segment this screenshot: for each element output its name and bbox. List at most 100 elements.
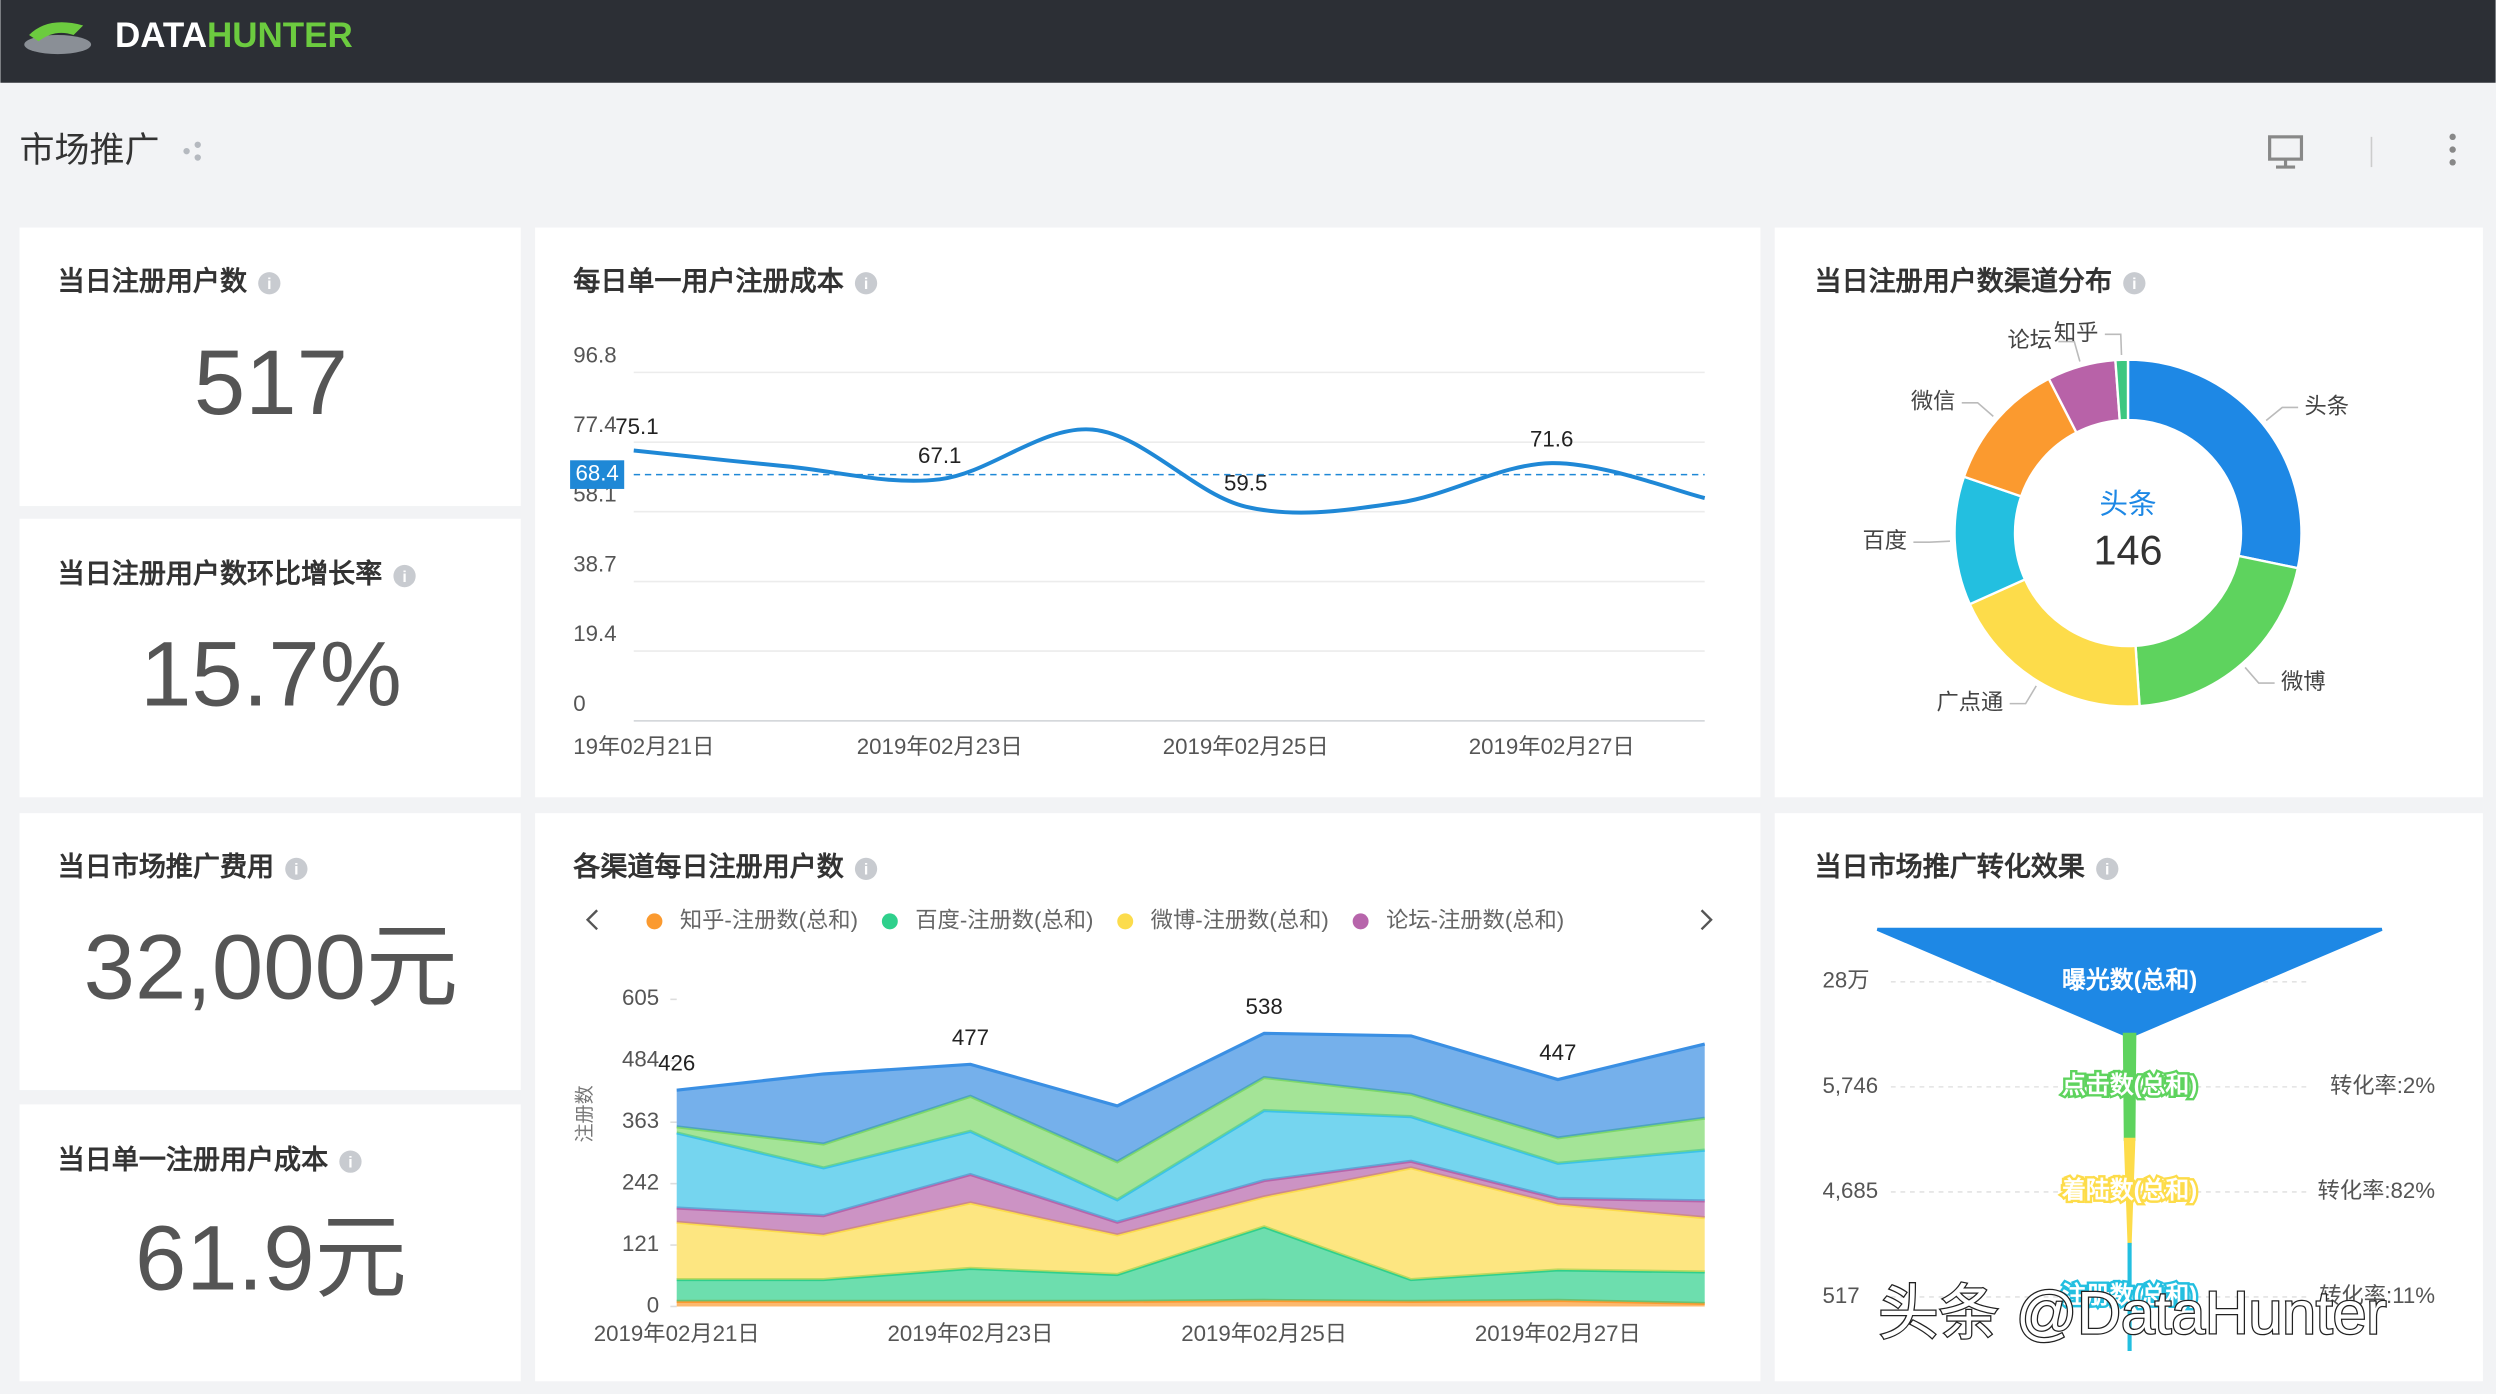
info-icon bbox=[854, 857, 878, 881]
stage-label: 点击数(总和) bbox=[2062, 1071, 2197, 1099]
legend-label: 知乎-注册数(总和) bbox=[680, 907, 858, 932]
info-icon bbox=[854, 272, 878, 295]
slice-label: 广点通 bbox=[1937, 690, 2004, 715]
brand-suffix: HUNTER bbox=[207, 16, 353, 55]
info-icon bbox=[2096, 857, 2119, 881]
slice-label: 微博 bbox=[2281, 669, 2326, 694]
y-tick-label: 0 bbox=[573, 691, 585, 716]
info-glyph: i bbox=[2105, 862, 2109, 879]
stage-label: 着陆数(总和) bbox=[2062, 1176, 2197, 1204]
legend-swatch bbox=[1352, 913, 1369, 930]
total-label: 447 bbox=[1539, 1040, 1576, 1065]
total-label: 426 bbox=[658, 1051, 695, 1076]
slice-label: 百度 bbox=[1862, 528, 1907, 553]
area-layer bbox=[676, 1161, 1705, 1235]
area-layer bbox=[676, 1167, 1705, 1280]
stage-value: 517 bbox=[1822, 1283, 1859, 1308]
stage-value: 5,746 bbox=[1822, 1073, 1878, 1098]
area-edge bbox=[676, 1031, 1706, 1108]
average-label: 68.4 bbox=[575, 461, 618, 486]
info-glyph: i bbox=[864, 276, 868, 293]
x-tick-label: 2019年02月27日 bbox=[1469, 734, 1635, 759]
x-tick-label: 2019年02月27日 bbox=[1475, 1321, 1641, 1346]
info-glyph: i bbox=[348, 1154, 352, 1171]
conversion-rate: 转化率:11% bbox=[2319, 1283, 2435, 1308]
leader-line bbox=[2104, 333, 2123, 356]
y-tick-label: 605 bbox=[622, 985, 659, 1010]
slice-label: 论坛 bbox=[2007, 327, 2052, 352]
x-tick-label: 2019年02月21日 bbox=[594, 1321, 760, 1346]
stage-label: 曝光数(总和) bbox=[2062, 966, 2197, 994]
leader-line bbox=[2058, 340, 2081, 362]
slice-label: 头条 bbox=[2304, 393, 2349, 418]
card-title: 每日单一用户注册成本 bbox=[573, 265, 843, 296]
legend-swatch bbox=[646, 913, 663, 930]
kpi-value: 32,000元 bbox=[84, 914, 459, 1018]
center-value: 146 bbox=[2093, 528, 2162, 574]
donut-slice bbox=[2126, 358, 2303, 570]
conversion-rate: 转化率:2% bbox=[2330, 1073, 2435, 1098]
kpi-value: 517 bbox=[194, 330, 348, 434]
y-tick-label: 242 bbox=[622, 1170, 659, 1195]
card bbox=[19, 813, 521, 1091]
content: 当日注册用户数 i 517 当日注册用户数环比增长率 i 15.7% 当日市场推广费用 i 32… bbox=[58, 265, 2436, 1352]
top-bar bbox=[0, 0, 2496, 83]
more-menu[interactable] bbox=[2449, 133, 2456, 166]
total-label: 477 bbox=[952, 1025, 989, 1050]
card-title: 当日注册用户数 bbox=[58, 265, 248, 296]
info-glyph: i bbox=[402, 569, 406, 586]
area-layer bbox=[676, 1077, 1705, 1200]
area-layer bbox=[676, 1033, 1705, 1162]
leader-line bbox=[1961, 402, 1994, 417]
legend-prev[interactable] bbox=[585, 909, 598, 931]
x-tick-label: 2019年02月23日 bbox=[857, 734, 1023, 759]
card-title: 当日市场推广费用 bbox=[58, 851, 274, 882]
kpi-value: 61.9元 bbox=[135, 1205, 407, 1309]
x-tick-label: 2019年02月25日 bbox=[1181, 1321, 1347, 1346]
share-icon[interactable] bbox=[183, 141, 201, 161]
card-title: 当日单一注册用户成本 bbox=[58, 1144, 328, 1175]
brand: DATAHUNTER bbox=[115, 16, 353, 55]
y-tick-label: 363 bbox=[622, 1108, 659, 1133]
brand-prefix: DATA bbox=[115, 16, 207, 55]
leader-line bbox=[2009, 685, 2037, 705]
y-tick-label: 96.8 bbox=[573, 342, 616, 367]
logo bbox=[24, 22, 92, 55]
card bbox=[19, 1104, 521, 1382]
conversion-rate: 转化率:82% bbox=[2318, 1178, 2436, 1203]
legend-label: 论坛-注册数(总和) bbox=[1386, 907, 1564, 932]
y-tick-label: 19.4 bbox=[573, 621, 616, 646]
stage-value: 4,685 bbox=[1822, 1178, 1878, 1203]
info-glyph: i bbox=[864, 862, 868, 879]
leader-line bbox=[1913, 540, 1950, 543]
x-tick-label: 19年02月21日 bbox=[573, 734, 714, 759]
x-tick-label: 2019年02月25日 bbox=[1163, 734, 1329, 759]
area-layer bbox=[676, 1110, 1705, 1223]
x-tick-label: 2019年02月23日 bbox=[887, 1321, 1053, 1346]
info-icon bbox=[258, 272, 281, 295]
card-title: 当日注册用户数环比增长率 bbox=[58, 558, 383, 589]
donut-slice bbox=[2114, 358, 2130, 422]
present-icon[interactable] bbox=[2268, 135, 2304, 169]
y-axis-title: 注册数 bbox=[574, 1085, 596, 1142]
legend-next[interactable] bbox=[1700, 909, 1713, 931]
card-title: 当日注册用户数渠道分布 bbox=[1815, 265, 2113, 296]
legend-swatch bbox=[881, 913, 898, 930]
leader-line bbox=[2244, 666, 2275, 684]
data-label: 75.1 bbox=[615, 414, 658, 439]
info-glyph: i bbox=[2132, 276, 2136, 293]
y-tick-label: 484 bbox=[622, 1047, 659, 1072]
info-icon bbox=[339, 1150, 362, 1173]
donut-slice bbox=[1953, 475, 2027, 606]
kpi-value: 15.7% bbox=[140, 621, 402, 725]
average-badge bbox=[570, 460, 625, 489]
area-layer bbox=[676, 1226, 1705, 1304]
info-icon bbox=[285, 857, 308, 881]
stage-value: 28万 bbox=[1822, 968, 1869, 993]
data-label: 67.1 bbox=[918, 443, 961, 468]
data-label: 71.6 bbox=[1530, 427, 1573, 452]
y-tick-label: 38.7 bbox=[573, 552, 616, 577]
info-glyph: i bbox=[267, 276, 271, 293]
